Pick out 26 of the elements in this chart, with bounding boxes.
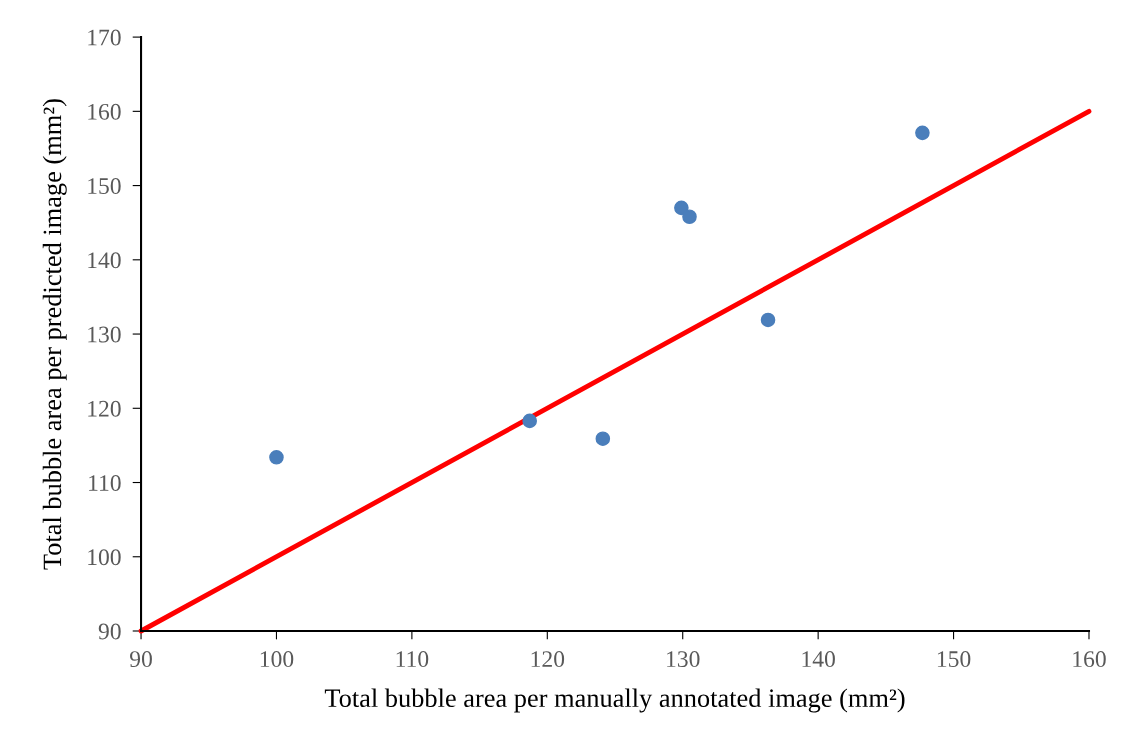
- y-tick-label: 90: [98, 623, 121, 640]
- y-tick-label: 140: [88, 252, 121, 269]
- x-tick-label: 140: [802, 651, 835, 668]
- y-axis-title: Total bubble area per predicted image (mm²): [42, 99, 67, 570]
- y-tick-label: 120: [88, 400, 121, 417]
- point: [674, 200, 689, 216]
- x-tick-label: 150: [937, 651, 971, 668]
- point: [915, 125, 930, 141]
- point: [682, 209, 697, 225]
- x-tick-label: 130: [667, 651, 700, 668]
- y-tick-label: 130: [88, 326, 121, 343]
- point: [522, 413, 537, 429]
- y-tick-label: 160: [88, 103, 121, 120]
- x-axis-title: Total bubble area per manually annotated image (mm²): [324, 688, 905, 713]
- x-tick-label: 160: [1073, 651, 1106, 668]
- point: [269, 449, 284, 465]
- x-tick-label: 100: [260, 651, 294, 668]
- y-tick-label: 150: [88, 178, 121, 194]
- point: [595, 431, 611, 447]
- y-tick-label: 170: [88, 29, 121, 46]
- y-tick-label: 100: [88, 549, 121, 566]
- x-tick-label: 90: [130, 651, 152, 668]
- y-tick-label: 110: [89, 475, 121, 491]
- x-tick-label: 120: [531, 651, 565, 668]
- point: [760, 312, 776, 328]
- x-tick-label: 110: [396, 651, 429, 668]
